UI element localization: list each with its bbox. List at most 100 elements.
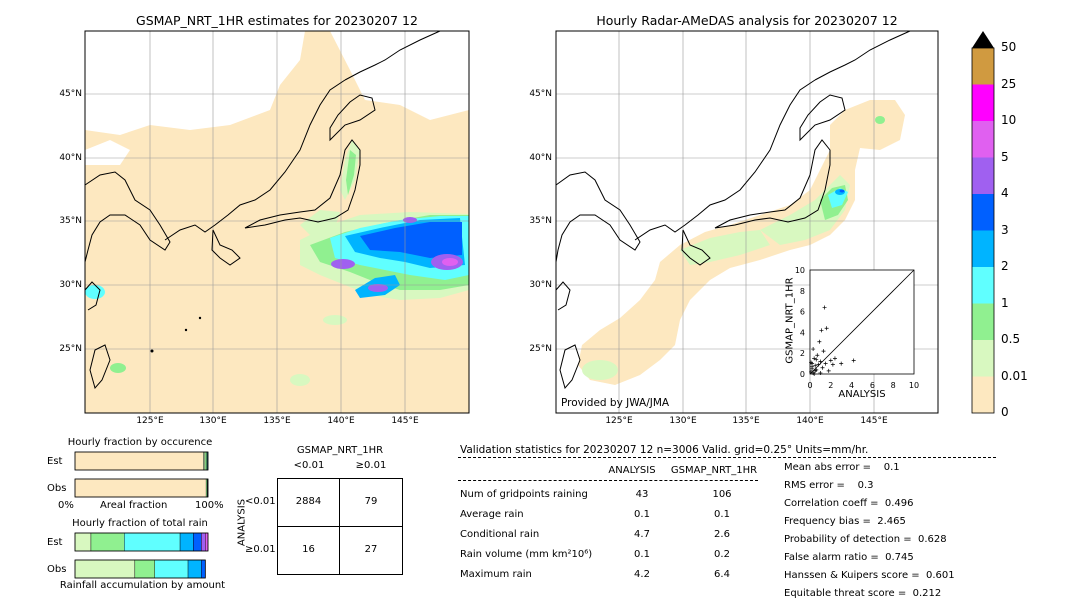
stats-row-label: Rain volume (mm km²10⁶) — [460, 549, 593, 560]
colorbar-segment — [972, 303, 994, 340]
contingency-col-label: <0.01 — [293, 460, 325, 471]
lon-label: 140°E — [327, 416, 355, 426]
stats-header-rule — [458, 457, 996, 458]
scatter-point — [814, 357, 819, 362]
occurrence-chart — [74, 451, 209, 498]
stats-row-value: 0.2 — [714, 549, 730, 560]
occ-row-label: Obs — [47, 483, 67, 494]
lat-label: 45°N — [59, 89, 82, 99]
stats-score: Correlation coeff = 0.496 — [784, 498, 914, 509]
stats-row-value: 2.6 — [714, 529, 730, 540]
colorbar-tick-label: 4 — [1001, 186, 1009, 200]
stats-row-value: 4.7 — [634, 529, 650, 540]
lon-label: 130°E — [199, 416, 227, 426]
stats-score: Hanssen & Kuipers score = 0.601 — [784, 570, 955, 581]
total-rain-title: Hourly fraction of total rain — [72, 518, 208, 529]
colorbar-tick-label: 3 — [1001, 222, 1009, 237]
total-rain-footer: Rainfall accumulation by amount — [59, 580, 226, 591]
stats-score: Frequency bias = 2.465 — [784, 516, 906, 527]
stats-score: False alarm ratio = 0.745 — [784, 552, 914, 563]
occ-axis-right: 100% — [195, 500, 224, 511]
stats-row-value: 43 — [635, 489, 649, 500]
lon-label: 135°E — [263, 416, 291, 426]
left-map-title: GSMAP_NRT_1HR estimates for 20230207 12 — [136, 13, 418, 28]
stats-row-label: Conditional rain — [460, 529, 540, 540]
stats-score: Probability of detection = 0.628 — [784, 534, 947, 545]
stats-header: Validation statistics for 20230207 12 n=… — [460, 444, 869, 456]
bar-segment — [74, 478, 207, 498]
occ-axis-left: 0% — [58, 500, 74, 511]
colorbar-tick-label: 0.5 — [1001, 332, 1021, 346]
colorbar-tick-label: 10 — [1001, 113, 1017, 127]
stats-row-value: 106 — [712, 489, 732, 500]
bar-segment — [74, 559, 136, 579]
colorbar — [971, 31, 995, 414]
bar-outline — [74, 451, 209, 471]
bar-segment — [134, 559, 156, 579]
rain-row-label: Est — [47, 537, 63, 548]
bar-segment — [193, 532, 202, 552]
colorbar-segment — [972, 121, 994, 158]
scatter-point — [832, 356, 837, 361]
stats-row-value: 4.2 — [634, 569, 650, 580]
lat-label: 30°N — [59, 280, 82, 290]
stats-row-label: Num of gridpoints raining — [460, 489, 588, 500]
contingency-title: GSMAP_NRT_1HR — [296, 445, 384, 456]
scatter-point — [812, 372, 817, 376]
scatter-xlabel: ANALYSIS — [838, 389, 886, 400]
bar-segment — [124, 532, 181, 552]
scatter-y-tick: 2 — [800, 349, 805, 358]
colorbar-tick-label: 25 — [1001, 76, 1017, 91]
lat-label: 25°N — [529, 344, 552, 354]
scatter-point — [824, 326, 829, 331]
lon-label: 125°E — [136, 416, 164, 426]
scatter-x-tick: 2 — [828, 381, 833, 390]
lon-label: 135°E — [732, 416, 760, 426]
occ-axis-mid: Areal fraction — [100, 500, 168, 511]
colorbar-segment — [972, 230, 994, 267]
scatter-point — [822, 305, 827, 310]
bar-segment — [201, 559, 206, 579]
colorbar-tick-label: 0 — [1001, 405, 1009, 419]
stats-row-value: 0.1 — [714, 509, 730, 520]
scatter-point — [810, 364, 815, 369]
contingency-cell: 79 — [364, 496, 378, 507]
left-map — [84, 30, 470, 414]
bar-segment — [90, 532, 125, 552]
lon-label: 140°E — [796, 416, 824, 426]
bar-segment — [201, 532, 206, 552]
scatter-x-tick: 8 — [891, 381, 896, 390]
bar-segment — [74, 532, 92, 552]
stats-col-gsmap: GSMAP_NRT_1HR — [670, 465, 758, 476]
lat-label: 40°N — [529, 153, 552, 163]
contingency-row-label: ≥0.01 — [245, 544, 276, 555]
lat-label: 25°N — [59, 344, 82, 354]
lat-label: 30°N — [529, 280, 552, 290]
credit-text: Provided by JWA/JMA — [561, 397, 670, 409]
colorbar-tick-label: 50 — [1001, 40, 1017, 54]
scatter-point — [813, 363, 818, 368]
scatter-point — [830, 362, 835, 367]
rain-row-label: Obs — [47, 564, 67, 575]
scatter-point — [823, 361, 828, 366]
scatter-y-tick: 10 — [795, 266, 805, 275]
colorbar-extend-arrow — [972, 31, 994, 48]
bar-segment — [154, 559, 189, 579]
bar-segment — [203, 451, 206, 471]
colorbar-segment — [972, 84, 994, 121]
colorbar-segment — [972, 340, 994, 377]
stats-row-value: 6.4 — [714, 569, 730, 580]
stats-col-analysis: ANALYSIS — [608, 465, 656, 476]
scatter-point — [818, 359, 823, 364]
contingency-cell: 16 — [302, 544, 315, 555]
contingency-col-label: ≥0.01 — [355, 460, 387, 471]
stats-row-label: Average rain — [460, 509, 524, 520]
bar-segment — [204, 451, 207, 471]
scatter-x-tick: 10 — [909, 381, 919, 390]
scatter-x-tick: 4 — [849, 381, 854, 390]
scatter-y-tick: 8 — [800, 287, 805, 296]
colorbar-segment — [972, 376, 994, 413]
lon-label: 130°E — [669, 416, 697, 426]
lat-label: 35°N — [529, 216, 552, 226]
contingency-cell: 2884 — [295, 496, 322, 507]
